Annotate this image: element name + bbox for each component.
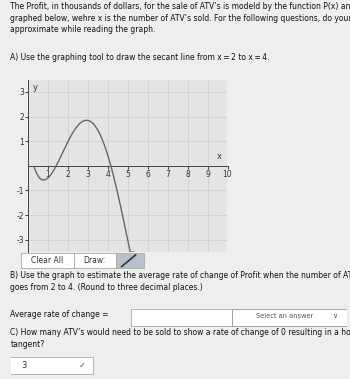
- FancyBboxPatch shape: [132, 309, 232, 326]
- FancyBboxPatch shape: [116, 253, 144, 268]
- Text: The Profit, in thousands of dollars, for the sale of ATV’s is modeld by the func: The Profit, in thousands of dollars, for…: [10, 2, 350, 34]
- Text: B) Use the graph to estimate the average rate of change of Profit when the numbe: B) Use the graph to estimate the average…: [10, 271, 350, 292]
- FancyBboxPatch shape: [9, 357, 93, 374]
- FancyBboxPatch shape: [74, 253, 116, 268]
- Text: 3: 3: [21, 361, 26, 370]
- Text: Draw:: Draw:: [83, 256, 106, 265]
- Text: Select an answer: Select an answer: [256, 313, 313, 319]
- FancyBboxPatch shape: [21, 253, 74, 268]
- Text: Average rate of change =: Average rate of change =: [10, 310, 109, 319]
- Text: ✓: ✓: [78, 361, 85, 370]
- Text: y: y: [33, 83, 38, 92]
- Text: Clear All: Clear All: [31, 256, 63, 265]
- FancyBboxPatch shape: [232, 309, 346, 326]
- Text: C) How many ATV’s would need to be sold to show a rate of change of 0 resulting : C) How many ATV’s would need to be sold …: [10, 328, 350, 349]
- Text: A) Use the graphing tool to draw the secant line from x = 2 to x = 4.: A) Use the graphing tool to draw the sec…: [10, 53, 270, 62]
- Text: ∨: ∨: [332, 313, 337, 319]
- Text: x: x: [217, 152, 222, 161]
